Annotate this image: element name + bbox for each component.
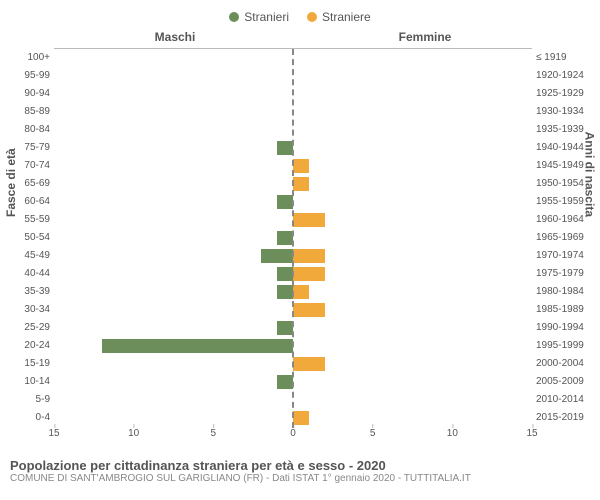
birth-year-label: 1945-1949 <box>532 157 592 175</box>
age-label: 25-29 <box>10 319 54 337</box>
age-label: 70-74 <box>10 157 54 175</box>
birth-year-label: 1970-1974 <box>532 247 592 265</box>
header-male: Maschi <box>50 30 300 44</box>
birth-year-label: 1935-1939 <box>532 121 592 139</box>
birth-year-label: 1995-1999 <box>532 337 592 355</box>
birth-year-label: 2005-2009 <box>532 373 592 391</box>
age-label: 15-19 <box>10 355 54 373</box>
birth-year-label: 1950-1954 <box>532 175 592 193</box>
age-label: 90-94 <box>10 85 54 103</box>
chart-legend: Stranieri Straniere <box>10 10 590 24</box>
x-axis: 15105051015 <box>54 428 532 442</box>
birth-year-label: 1925-1929 <box>532 85 592 103</box>
bar-male <box>277 321 293 335</box>
bar-female <box>293 177 309 191</box>
birth-year-label: ≤ 1919 <box>532 49 592 67</box>
age-label: 20-24 <box>10 337 54 355</box>
age-label: 40-44 <box>10 265 54 283</box>
age-label: 95-99 <box>10 67 54 85</box>
birth-year-label: 1930-1934 <box>532 103 592 121</box>
birth-year-label: 1965-1969 <box>532 229 592 247</box>
age-label: 0-4 <box>10 409 54 427</box>
legend-label-male: Stranieri <box>244 10 289 24</box>
x-tick: 5 <box>370 428 376 439</box>
birth-year-label: 1960-1964 <box>532 211 592 229</box>
bar-male <box>277 231 293 245</box>
x-tick: 15 <box>526 428 537 439</box>
bar-female <box>293 159 309 173</box>
center-divider <box>292 49 294 428</box>
population-pyramid-chart: Maschi Femmine Fasce di età Anni di nasc… <box>10 26 590 456</box>
bar-male <box>261 249 293 263</box>
birth-year-label: 1920-1924 <box>532 67 592 85</box>
birth-year-label: 1985-1989 <box>532 301 592 319</box>
age-label: 35-39 <box>10 283 54 301</box>
bar-female <box>293 357 325 371</box>
legend-swatch-female <box>307 12 317 22</box>
bar-male <box>277 141 293 155</box>
x-tick: 5 <box>211 428 217 439</box>
birth-year-label: 2010-2014 <box>532 391 592 409</box>
age-label: 5-9 <box>10 391 54 409</box>
bar-female <box>293 267 325 281</box>
bar-male <box>277 285 293 299</box>
x-tick: 15 <box>48 428 59 439</box>
bar-female <box>293 285 309 299</box>
age-label: 80-84 <box>10 121 54 139</box>
chart-title: Popolazione per cittadinanza straniera p… <box>10 458 590 473</box>
bar-female <box>293 213 325 227</box>
chart-source: COMUNE DI SANT'AMBROGIO SUL GARIGLIANO (… <box>10 473 590 484</box>
age-label: 50-54 <box>10 229 54 247</box>
legend-label-female: Straniere <box>322 10 371 24</box>
age-label: 75-79 <box>10 139 54 157</box>
age-label: 100+ <box>10 49 54 67</box>
header-female: Femmine <box>300 30 550 44</box>
legend-swatch-male <box>229 12 239 22</box>
bar-female <box>293 411 309 425</box>
birth-year-label: 1990-1994 <box>532 319 592 337</box>
birth-year-label: 1980-1984 <box>532 283 592 301</box>
age-label: 55-59 <box>10 211 54 229</box>
age-label: 85-89 <box>10 103 54 121</box>
age-label: 45-49 <box>10 247 54 265</box>
legend-item-male: Stranieri <box>229 10 289 24</box>
bar-female <box>293 249 325 263</box>
x-tick: 10 <box>128 428 139 439</box>
bar-female <box>293 303 325 317</box>
age-label: 30-34 <box>10 301 54 319</box>
age-label: 60-64 <box>10 193 54 211</box>
bar-male <box>102 339 293 353</box>
birth-year-label: 1975-1979 <box>532 265 592 283</box>
birth-year-label: 2000-2004 <box>532 355 592 373</box>
bar-male <box>277 267 293 281</box>
column-headers: Maschi Femmine <box>50 30 550 44</box>
x-tick: 0 <box>290 428 296 439</box>
birth-year-label: 1955-1959 <box>532 193 592 211</box>
birth-year-label: 1940-1944 <box>532 139 592 157</box>
bar-male <box>277 375 293 389</box>
x-tick: 10 <box>447 428 458 439</box>
plot-area: 100+≤ 191995-991920-192490-941925-192985… <box>54 48 532 428</box>
age-label: 65-69 <box>10 175 54 193</box>
birth-year-label: 2015-2019 <box>532 409 592 427</box>
age-label: 10-14 <box>10 373 54 391</box>
bar-male <box>277 195 293 209</box>
legend-item-female: Straniere <box>307 10 371 24</box>
